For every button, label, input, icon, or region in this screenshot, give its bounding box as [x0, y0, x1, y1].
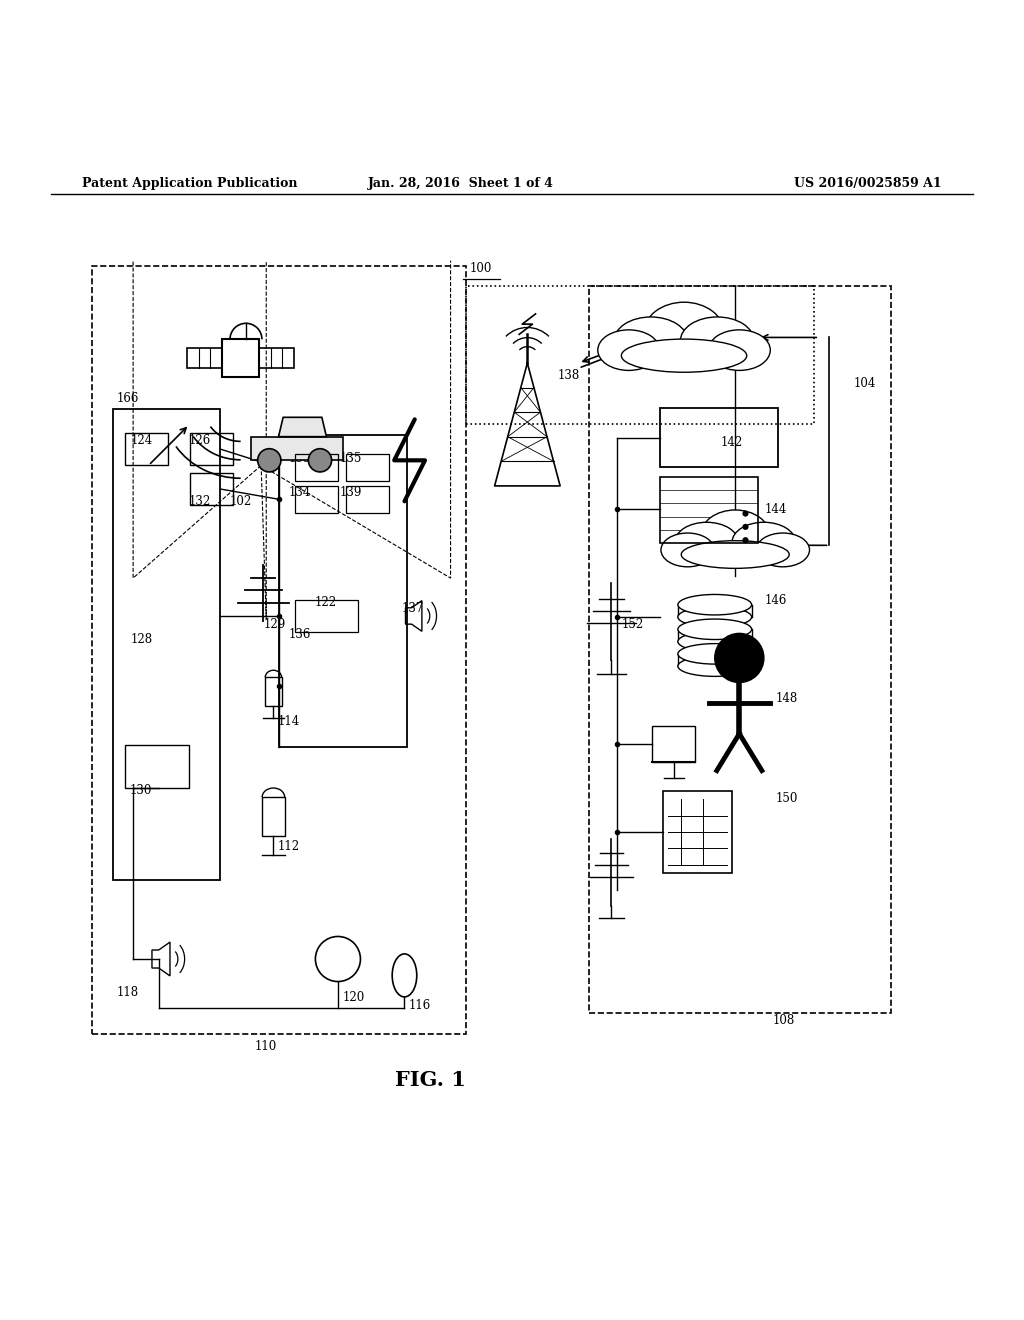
- Ellipse shape: [643, 302, 725, 364]
- Text: 112: 112: [278, 840, 300, 853]
- Text: 126: 126: [188, 434, 211, 447]
- Text: 120: 120: [342, 991, 365, 1005]
- Bar: [663, 791, 732, 873]
- Polygon shape: [279, 417, 327, 437]
- Ellipse shape: [709, 330, 770, 371]
- Text: 139: 139: [340, 486, 362, 499]
- Text: 133: 133: [289, 451, 311, 465]
- Text: 148: 148: [775, 693, 798, 705]
- Text: 142: 142: [721, 437, 743, 449]
- Text: 102: 102: [229, 495, 252, 508]
- Ellipse shape: [678, 619, 752, 639]
- Ellipse shape: [598, 330, 659, 371]
- Text: 108: 108: [772, 1014, 795, 1027]
- Ellipse shape: [732, 523, 796, 562]
- Circle shape: [258, 449, 281, 473]
- Circle shape: [742, 511, 749, 516]
- Ellipse shape: [622, 339, 746, 372]
- Ellipse shape: [678, 594, 752, 615]
- Text: 130: 130: [130, 784, 153, 796]
- Text: 134: 134: [289, 486, 311, 499]
- Bar: [295, 486, 338, 512]
- Bar: [279, 434, 407, 747]
- Bar: [346, 486, 389, 512]
- Ellipse shape: [675, 523, 738, 562]
- Text: 150: 150: [775, 792, 798, 805]
- Ellipse shape: [700, 510, 770, 562]
- Ellipse shape: [756, 533, 810, 566]
- Circle shape: [742, 524, 749, 529]
- Bar: [125, 433, 168, 466]
- Text: 166: 166: [117, 392, 139, 405]
- Ellipse shape: [678, 644, 752, 664]
- Ellipse shape: [660, 533, 715, 566]
- Circle shape: [308, 449, 332, 473]
- Ellipse shape: [678, 607, 752, 627]
- Bar: [190, 433, 233, 466]
- Text: 129: 129: [263, 618, 286, 631]
- Text: 146: 146: [765, 594, 787, 607]
- Text: 132: 132: [188, 495, 211, 508]
- Text: 100: 100: [470, 263, 493, 276]
- Ellipse shape: [614, 317, 688, 364]
- Ellipse shape: [681, 541, 790, 569]
- Text: Jan. 28, 2016  Sheet 1 of 4: Jan. 28, 2016 Sheet 1 of 4: [368, 177, 554, 190]
- Text: FIG. 1: FIG. 1: [394, 1069, 466, 1090]
- Text: 116: 116: [409, 999, 431, 1011]
- Bar: [295, 454, 338, 480]
- Polygon shape: [251, 437, 343, 461]
- Bar: [190, 473, 233, 506]
- Ellipse shape: [678, 631, 752, 652]
- Text: 114: 114: [278, 715, 300, 727]
- Text: 136: 136: [289, 628, 311, 642]
- Bar: [346, 454, 389, 480]
- Text: 140: 140: [665, 338, 687, 351]
- Bar: [660, 408, 778, 467]
- Circle shape: [742, 537, 749, 544]
- Text: 128: 128: [130, 634, 153, 645]
- Text: 138: 138: [557, 368, 580, 381]
- Text: 118: 118: [117, 986, 139, 999]
- Text: Patent Application Publication: Patent Application Publication: [82, 177, 297, 190]
- Text: 124: 124: [130, 434, 153, 447]
- Bar: [295, 599, 358, 632]
- Text: 104: 104: [854, 378, 877, 389]
- Bar: [652, 726, 695, 763]
- Text: 144: 144: [765, 503, 787, 516]
- Text: 122: 122: [314, 597, 337, 609]
- Circle shape: [715, 634, 764, 682]
- Text: 137: 137: [401, 602, 424, 615]
- Text: US 2016/0025859 A1: US 2016/0025859 A1: [795, 177, 942, 190]
- Ellipse shape: [680, 317, 754, 364]
- Bar: [660, 477, 758, 544]
- Bar: [125, 744, 189, 788]
- Ellipse shape: [678, 656, 752, 676]
- Text: 135: 135: [340, 451, 362, 465]
- Text: 110: 110: [255, 1040, 278, 1052]
- Text: 152: 152: [622, 618, 644, 631]
- Text: 106: 106: [731, 546, 754, 558]
- Bar: [113, 409, 220, 880]
